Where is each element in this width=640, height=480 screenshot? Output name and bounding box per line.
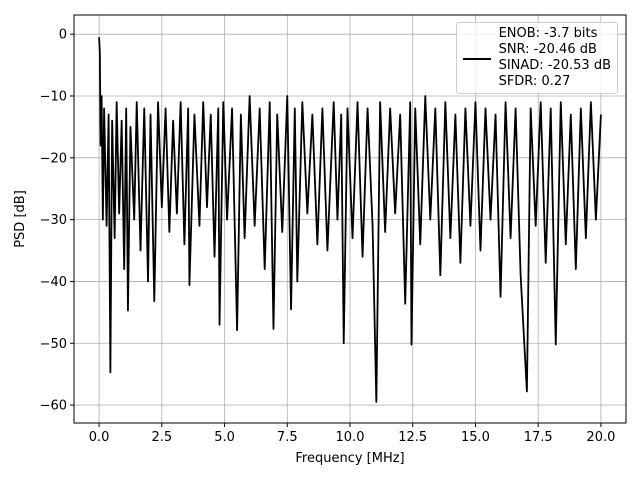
y-tick-label: −30 <box>40 213 67 228</box>
x-tick-label: 20.0 <box>586 430 615 445</box>
psd-line <box>98 37 602 403</box>
y-tick-label: −60 <box>40 399 67 414</box>
x-tick-label: 5.0 <box>214 430 235 445</box>
x-tick-label: 15.0 <box>461 430 490 445</box>
legend-text: ENOB: -3.7 bits SNR: -20.46 dB SINAD: -2… <box>498 26 611 89</box>
legend-line <box>462 58 491 60</box>
y-axis-label: PSD [dB] <box>13 190 28 248</box>
y-tick-label: −20 <box>40 151 67 166</box>
x-tick-label: 17.5 <box>524 430 553 445</box>
y-tick-label: 0 <box>59 28 67 43</box>
y-tick-label: −40 <box>40 275 67 290</box>
x-tick-label: 7.5 <box>277 430 298 445</box>
x-axis-label: Frequency [MHz] <box>295 451 404 466</box>
x-tick-label: 12.5 <box>398 430 427 445</box>
x-tick-label: 2.5 <box>151 430 172 445</box>
x-tick-label: 10.0 <box>336 430 365 445</box>
y-tick-label: −10 <box>40 89 67 104</box>
x-tick-label: 0.0 <box>89 430 110 445</box>
y-tick-label: −50 <box>40 337 67 352</box>
legend: ENOB: -3.7 bits SNR: -20.46 dB SINAD: -2… <box>455 22 618 94</box>
plot-frame <box>73 14 627 424</box>
